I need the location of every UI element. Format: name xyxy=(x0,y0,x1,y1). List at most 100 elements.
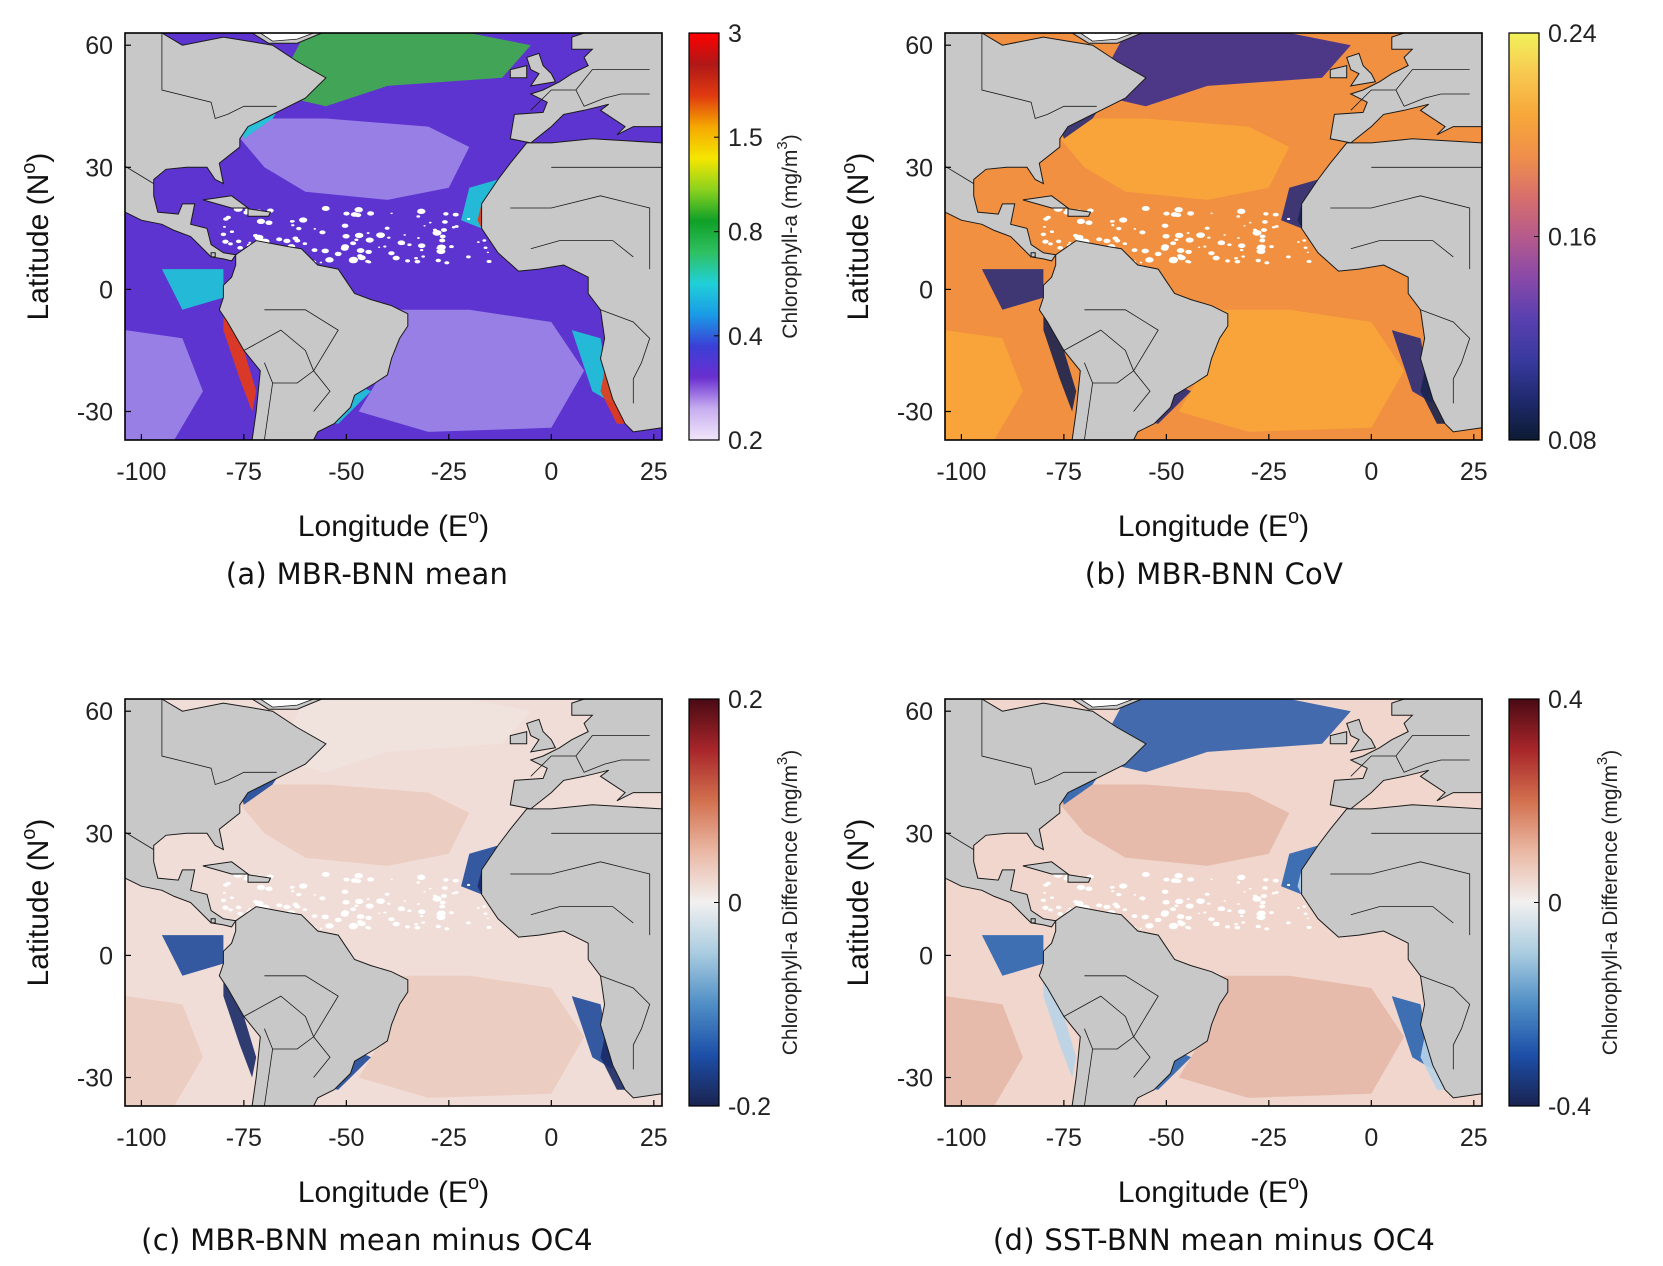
no-data-speck xyxy=(1119,217,1128,223)
no-data-speck xyxy=(1248,221,1252,224)
no-data-speck xyxy=(418,909,426,915)
no-data-speck xyxy=(228,908,233,912)
panel-d: -100 -75 -50 -25 0 25 60 30 0 -30 Longitude (Eo) La… xyxy=(820,666,1663,1226)
no-data-speck xyxy=(451,892,456,895)
no-data-speck xyxy=(1256,248,1266,255)
no-data-speck xyxy=(341,223,349,228)
country-border xyxy=(945,165,974,184)
no-data-speck xyxy=(1303,912,1308,915)
no-data-speck xyxy=(449,245,454,249)
no-data-speck xyxy=(248,907,252,910)
ocean-coast-region xyxy=(1281,179,1318,229)
no-data-speck xyxy=(342,233,350,239)
no-data-speck xyxy=(1197,912,1201,915)
country-border xyxy=(243,995,315,1050)
no-data-speck xyxy=(1187,877,1195,882)
y-tick-label: 60 xyxy=(905,698,933,726)
no-data-speck xyxy=(388,251,395,256)
no-data-speck xyxy=(432,230,442,236)
no-data-speck xyxy=(294,904,301,909)
no-data-speck xyxy=(1111,224,1115,227)
map-plot-c: -100 -75 -50 -25 0 25 60 30 0 -30 Longitude (Eo) La… xyxy=(18,686,802,1209)
no-data-speck xyxy=(1271,892,1276,895)
no-data-speck xyxy=(1269,911,1274,915)
no-data-speck xyxy=(1096,903,1103,908)
x-tick-label: 0 xyxy=(1364,458,1378,486)
ocean-north-region xyxy=(272,33,531,107)
no-data-speck xyxy=(1208,917,1215,922)
x-axis-label: Longitude (Eo) xyxy=(1118,1172,1309,1209)
no-data-speck xyxy=(1111,890,1115,893)
no-data-speck xyxy=(403,900,406,902)
x-tick-label: -25 xyxy=(431,1124,467,1152)
no-data-speck xyxy=(377,912,381,915)
x-tick-label: 0 xyxy=(1364,1124,1378,1152)
colorbar-tick-label: 0.08 xyxy=(1548,427,1597,455)
no-data-speck xyxy=(1306,917,1310,920)
no-data-speck xyxy=(1296,907,1300,909)
no-data-speck xyxy=(452,878,459,883)
country-border xyxy=(530,906,634,924)
no-data-speck xyxy=(253,899,259,904)
no-data-speck xyxy=(439,238,446,243)
no-data-speck xyxy=(407,243,412,247)
no-data-speck xyxy=(449,911,454,915)
no-data-speck xyxy=(1234,925,1241,930)
no-data-speck xyxy=(1271,226,1276,229)
no-data-speck xyxy=(1286,883,1291,886)
no-data-speck xyxy=(1252,896,1262,902)
land-cuba xyxy=(202,861,250,875)
no-data-speck xyxy=(1306,259,1312,264)
no-data-speck xyxy=(421,255,425,258)
no-data-speck xyxy=(437,910,446,917)
no-data-speck xyxy=(442,220,448,224)
land-ireland xyxy=(509,64,528,79)
y-axis-label: Latitude (No) xyxy=(838,819,875,987)
no-data-speck xyxy=(377,246,381,249)
country-border xyxy=(1063,995,1135,1050)
no-data-speck xyxy=(444,261,450,265)
no-data-speck xyxy=(220,898,227,903)
no-data-speck xyxy=(1303,246,1308,249)
no-data-speck xyxy=(1042,905,1049,910)
no-data-speck xyxy=(476,241,480,243)
no-data-speck xyxy=(367,877,375,882)
no-data-speck xyxy=(1185,915,1192,921)
no-data-speck xyxy=(294,238,301,243)
no-data-speck xyxy=(436,247,439,249)
no-data-speck xyxy=(1225,259,1231,263)
no-data-speck xyxy=(1048,908,1053,912)
no-data-speck xyxy=(483,912,488,915)
no-data-speck xyxy=(443,878,449,882)
no-data-speck xyxy=(256,884,266,890)
no-data-speck xyxy=(1203,911,1207,914)
no-data-speck xyxy=(1073,233,1079,238)
no-data-speck xyxy=(1222,242,1225,245)
colorbar-tick-label: 0.2 xyxy=(728,427,763,455)
country-border xyxy=(530,89,650,111)
no-data-speck xyxy=(1103,238,1111,244)
no-data-speck xyxy=(390,212,393,215)
no-data-speck xyxy=(1237,208,1246,214)
colorbar-tick-label: 0.16 xyxy=(1548,224,1597,252)
plot-frame xyxy=(944,32,1483,441)
no-data-speck xyxy=(1055,239,1062,244)
no-data-speck xyxy=(1043,225,1046,228)
no-data-speck xyxy=(1257,244,1266,251)
ocean-gyre-region xyxy=(945,330,1023,440)
no-data-speck xyxy=(343,211,350,216)
x-tick-label: 0 xyxy=(544,1124,558,1152)
country-border xyxy=(510,195,651,270)
no-data-speck xyxy=(365,915,372,921)
no-data-speck xyxy=(454,891,459,894)
y-tick-label: 30 xyxy=(905,154,933,182)
country-border xyxy=(1084,1028,1094,1106)
no-data-speck xyxy=(1174,232,1184,239)
x-tick-label: -25 xyxy=(1251,458,1287,486)
no-data-speck xyxy=(235,905,242,910)
no-data-speck xyxy=(1139,261,1143,264)
no-data-speck xyxy=(1139,230,1146,235)
no-data-speck xyxy=(1256,913,1259,915)
country-border xyxy=(161,33,277,120)
caption-c: (c) MBR-BNN mean minus OC4 xyxy=(141,1223,593,1257)
